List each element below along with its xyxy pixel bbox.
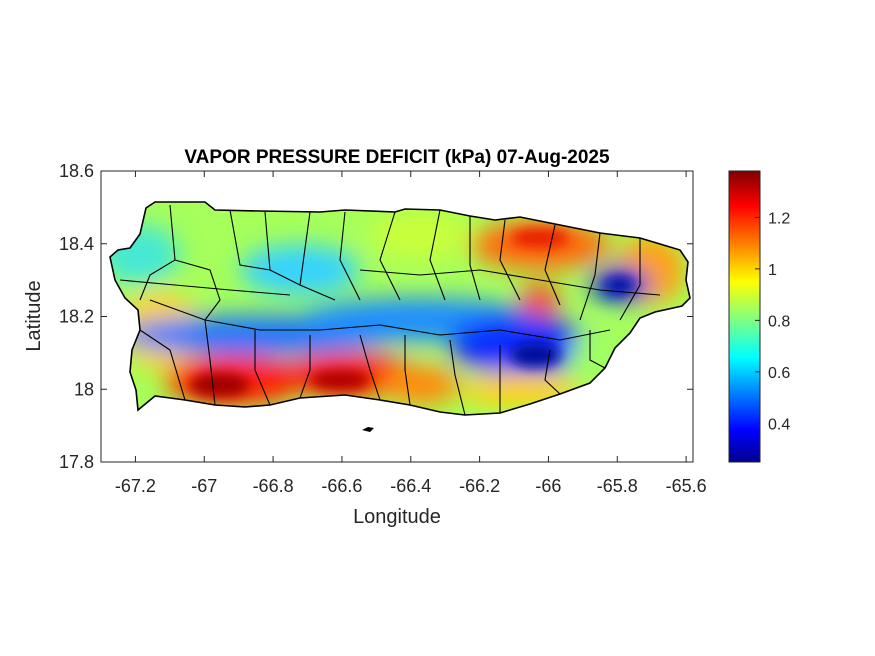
y-tick-label: 18.6 [59, 161, 94, 181]
colorbar-tick-label: 0.4 [768, 416, 790, 433]
x-tick-label: -65.8 [597, 476, 638, 496]
x-tick-label: -66.4 [390, 476, 431, 496]
y-tick-label: 17.8 [59, 452, 94, 472]
x-tick-label: -67.2 [115, 476, 156, 496]
x-axis: -67.2 -67 -66.8 -66.6 -66.4 -66.2 -66 -65.8 -65.… [115, 171, 707, 496]
colorbar [728, 170, 761, 463]
x-tick-label: -66 [535, 476, 561, 496]
x-tick-label: -67 [191, 476, 217, 496]
vpd-field [110, 202, 690, 415]
y-tick-label: 18.4 [59, 234, 94, 254]
colorbar-ticks: 0.4 0.6 0.8 1 1.2 [755, 210, 790, 433]
y-tick-label: 18 [74, 379, 94, 399]
colorbar-tick-label: 0.8 [768, 313, 790, 330]
y-axis: 17.8 18 18.2 18.4 18.6 [59, 161, 693, 472]
caja-de-muertos-island [362, 427, 374, 432]
colorbar-tick-label: 1 [768, 262, 777, 279]
chart-title: VAPOR PRESSURE DEFICIT (kPa) 07-Aug-2025 [184, 147, 610, 168]
x-tick-label: -65.6 [666, 476, 707, 496]
municipality-boundaries [119, 204, 661, 416]
x-tick-label: -66.8 [253, 476, 294, 496]
x-axis-label: Longitude [353, 506, 441, 528]
x-tick-label: -66.6 [321, 476, 362, 496]
colorbar-tick-label: 0.6 [768, 365, 790, 382]
island-map [109, 201, 691, 432]
y-tick-label: 18.2 [59, 307, 94, 327]
y-axis-label: Latitude [23, 280, 45, 351]
x-tick-label: -66.2 [459, 476, 500, 496]
colorbar-tick-label: 1.2 [768, 210, 790, 227]
